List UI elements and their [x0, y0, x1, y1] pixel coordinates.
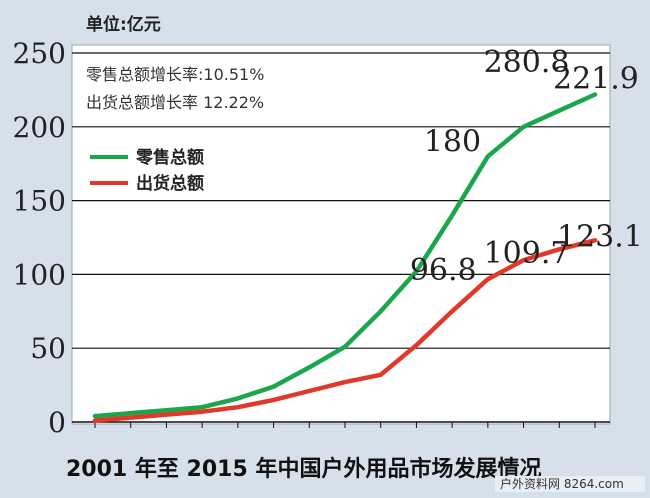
retail-growth-rate: 零售总额增长率:10.51% — [86, 65, 264, 84]
legend-label-retail: 零售总额 — [135, 147, 204, 168]
y-tick-label: 50 — [30, 332, 66, 365]
y-tick-label: 250 — [13, 37, 66, 70]
data-label: 109.7 — [484, 236, 570, 271]
legend-label-shipment: 出货总额 — [136, 173, 204, 194]
unit-label: 单位:亿元 — [86, 14, 161, 35]
watermark: 户外资料网 8264.com — [500, 476, 624, 491]
data-label: 180 — [424, 124, 481, 159]
y-tick-label: 100 — [13, 258, 66, 291]
data-label: 280.8 — [484, 45, 570, 80]
data-label: 96.8 — [410, 253, 477, 288]
data-label: 123.1 — [557, 219, 643, 254]
shipment-growth-rate: 出货总额增长率 12.22% — [86, 93, 264, 112]
chart-caption: 2001 年至 2015 年中国户外用品市场发展情况 — [66, 456, 541, 482]
y-tick-label: 200 — [13, 111, 66, 144]
y-tick-label: 0 — [48, 406, 66, 439]
y-tick-label: 150 — [13, 185, 66, 218]
